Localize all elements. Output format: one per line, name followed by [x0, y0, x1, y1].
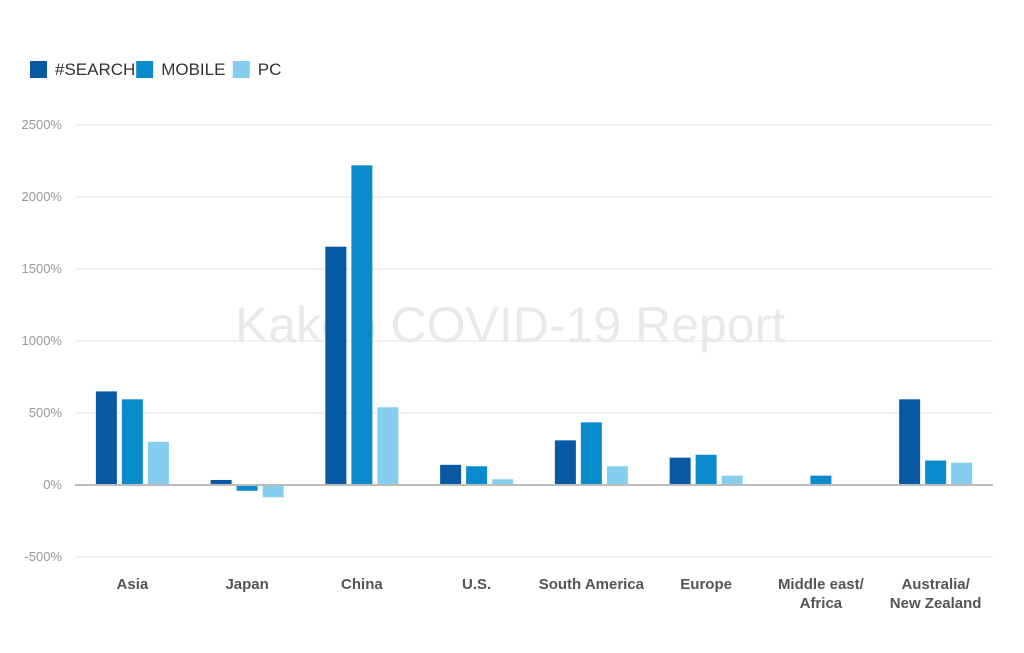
bar-pc-1: [262, 485, 284, 498]
bar-search-4: [554, 440, 576, 485]
y-axis: 2500% 2000% 1500% 1000% 500% 0% -500%: [22, 117, 63, 564]
bar-search-5: [669, 457, 691, 485]
bar-pc-2: [377, 407, 399, 485]
x-axis: Asia Japan China U.S. South America Europe Mid…: [75, 484, 993, 612]
legend-swatch-mobile: [136, 61, 154, 78]
bars-group: [95, 165, 973, 498]
bar-mobile-2: [351, 165, 373, 485]
bar-mobile-0: [121, 399, 143, 485]
bar-search-2: [325, 246, 347, 485]
bar-pc-0: [147, 441, 169, 485]
bar-pc-3: [492, 479, 514, 485]
legend-swatch-search: [30, 61, 47, 78]
x-category-label: China: [341, 576, 383, 593]
x-category-label: Japan: [225, 576, 268, 593]
bar-mobile-5: [695, 454, 717, 485]
legend-label: PC: [258, 60, 282, 79]
bar-mobile-3: [466, 466, 488, 485]
x-category-label: Middle east/: [778, 576, 865, 593]
x-category-label: Australia/: [901, 576, 970, 593]
legend-label: MOBILE: [161, 60, 225, 79]
y-tick-label: 2500%: [22, 117, 63, 132]
legend: #SEARCH MOBILE PC: [30, 60, 281, 79]
x-category-label: South America: [539, 576, 645, 593]
x-category-label: New Zealand: [890, 595, 982, 612]
y-tick-label: 2000%: [22, 189, 63, 204]
y-tick-label: 0%: [43, 477, 62, 492]
legend-swatch-pc: [232, 61, 250, 78]
y-tick-label: 500%: [29, 405, 63, 420]
bar-pc-7: [951, 462, 973, 485]
y-tick-label: 1000%: [22, 333, 63, 348]
x-category-label: Europe: [680, 576, 732, 593]
bar-search-0: [95, 391, 117, 485]
bar-search-1: [210, 479, 232, 485]
bar-mobile-6: [810, 475, 832, 485]
bar-mobile-4: [580, 422, 602, 485]
x-category-label: Africa: [800, 595, 843, 612]
bar-mobile-7: [925, 460, 947, 485]
watermark-text: Kakeo COVID-19 Report: [235, 297, 785, 353]
x-category-label: U.S.: [462, 576, 491, 593]
bar-pc-5: [721, 475, 743, 485]
bar-mobile-1: [236, 485, 258, 491]
x-category-label: Asia: [117, 576, 149, 593]
gridlines: [75, 124, 993, 558]
bar-search-7: [899, 399, 921, 485]
y-tick-label: 1500%: [22, 261, 63, 276]
bar-pc-4: [606, 466, 628, 485]
y-tick-label: -500%: [24, 549, 62, 564]
legend-label: #SEARCH: [55, 60, 135, 79]
bar-search-3: [440, 464, 462, 485]
